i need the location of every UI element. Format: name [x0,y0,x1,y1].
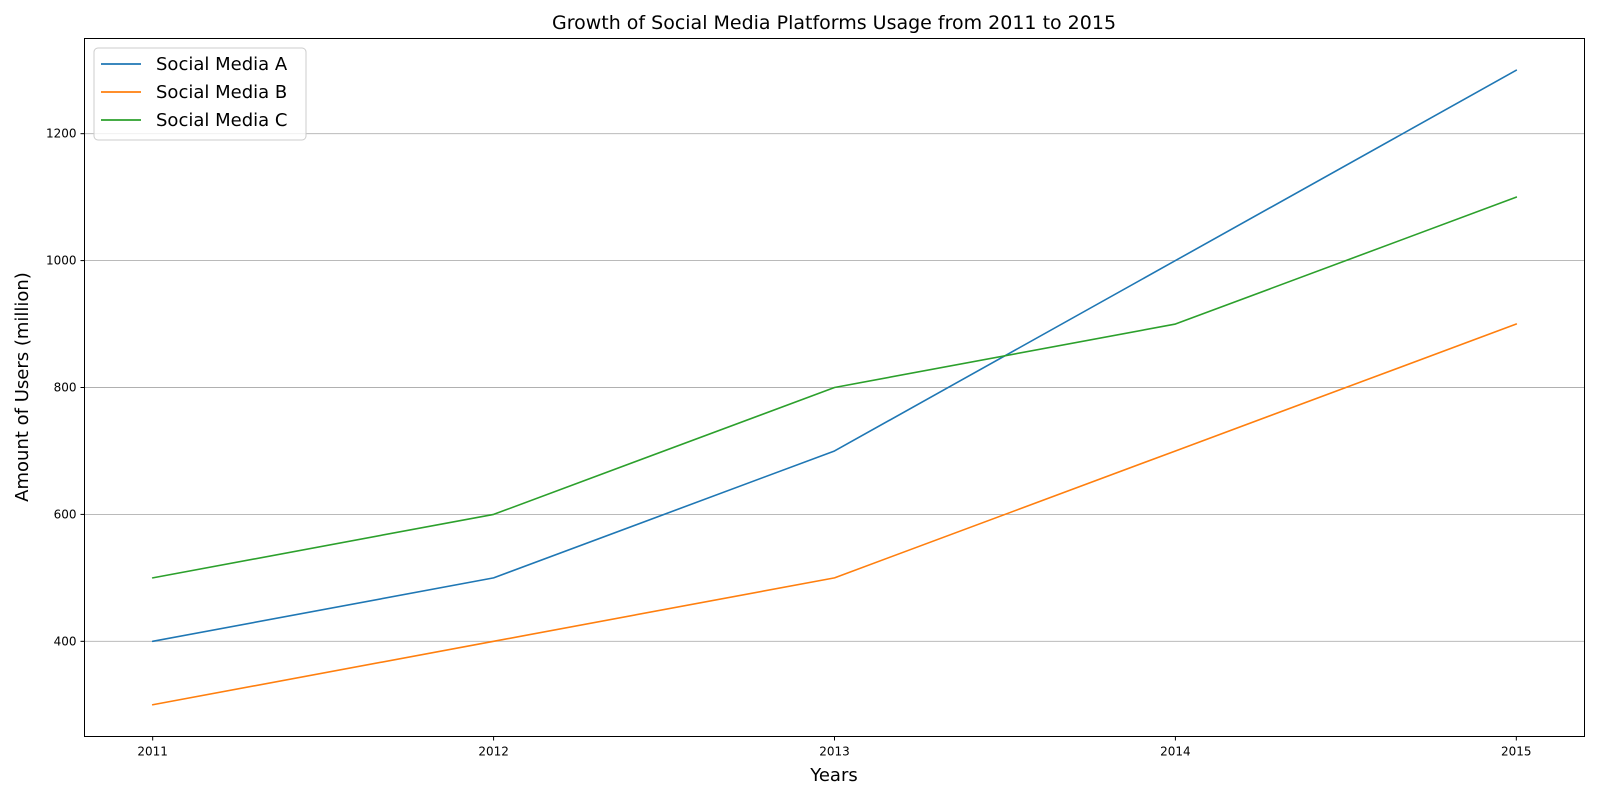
series-line-b [151,323,1518,706]
y-tick-label: 600 [54,507,77,521]
y-tick-label: 800 [54,381,77,395]
x-axis: 2011 2012 2013 2014 2015 [137,736,1532,759]
y-axis: 400 600 800 1000 1200 [46,127,85,648]
x-axis-label: Years [809,765,858,786]
legend-label: Social Media C [156,110,287,131]
legend-label: Social Media B [156,82,287,103]
legend: Social Media A Social Media B Social Media… [93,47,307,141]
chart-title: Growth of Social Media Platforms Usage f… [552,12,1116,34]
x-tick-label: 2015 [1501,745,1532,759]
y-axis-label: Amount of Users (million) [12,272,33,502]
x-tick-label: 2012 [478,745,509,759]
y-tick-label: 1200 [46,127,77,141]
series-lines [151,69,1518,706]
legend-label: Social Media A [156,54,288,75]
x-tick-label: 2014 [1160,745,1191,759]
y-tick-label: 400 [54,634,77,648]
x-tick-label: 2013 [819,745,850,759]
series-line-a [151,69,1518,643]
x-tick-label: 2011 [137,745,168,759]
legend-box [93,47,307,141]
series-line-c [151,196,1518,579]
y-tick-label: 1000 [46,254,77,268]
